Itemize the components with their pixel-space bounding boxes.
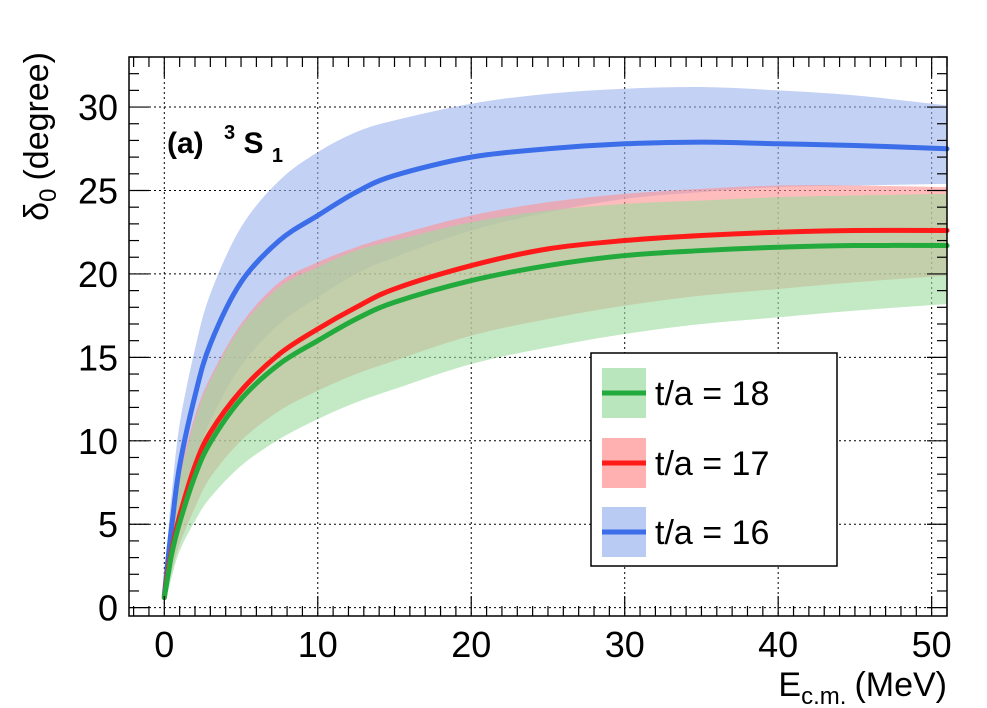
x-tick-label: 30 (605, 624, 645, 665)
line-t-a-16 (161, 139, 950, 599)
series-lines (161, 139, 950, 601)
band-t-a-18 (164, 193, 948, 600)
legend-label-t-a-18: t/a = 18 (655, 375, 769, 413)
y-tick-label: 15 (78, 337, 118, 378)
legend-label-t-a-17: t/a = 17 (655, 445, 769, 483)
y-tick-label: 0 (98, 588, 118, 629)
x-tick-label: 40 (758, 624, 798, 665)
uncertainty-bands (164, 86, 948, 600)
x-tick-label: 50 (912, 624, 952, 665)
line-t-a-18 (161, 242, 950, 601)
y-tick-label: 5 (98, 504, 118, 545)
panel-label: (a) 3 S 1 (167, 113, 283, 167)
plot-frame (128, 56, 948, 617)
legend-label-t-a-16: t/a = 16 (655, 514, 769, 552)
tick-labels: 0 10 20 30 40 50 0 5 10 15 20 25 30 (78, 87, 952, 665)
legend: t/a = 18 t/a = 17 t/a = 16 (590, 352, 838, 567)
y-tick-label: 10 (78, 421, 118, 462)
y-axis-title: δ0(degree) (18, 52, 62, 221)
x-tick-label: 20 (451, 624, 491, 665)
x-tick-label: 0 (154, 624, 174, 665)
x-tick-label: 10 (298, 624, 338, 665)
band-t-a-16 (164, 86, 948, 600)
x-axis-title: Ec.m. (MeV) (778, 666, 947, 708)
y-tick-label: 25 (78, 170, 118, 211)
y-tick-label: 20 (78, 254, 118, 295)
axis-ticks (129, 56, 948, 616)
y-tick-label: 30 (78, 87, 118, 128)
plot-border (128, 56, 948, 617)
